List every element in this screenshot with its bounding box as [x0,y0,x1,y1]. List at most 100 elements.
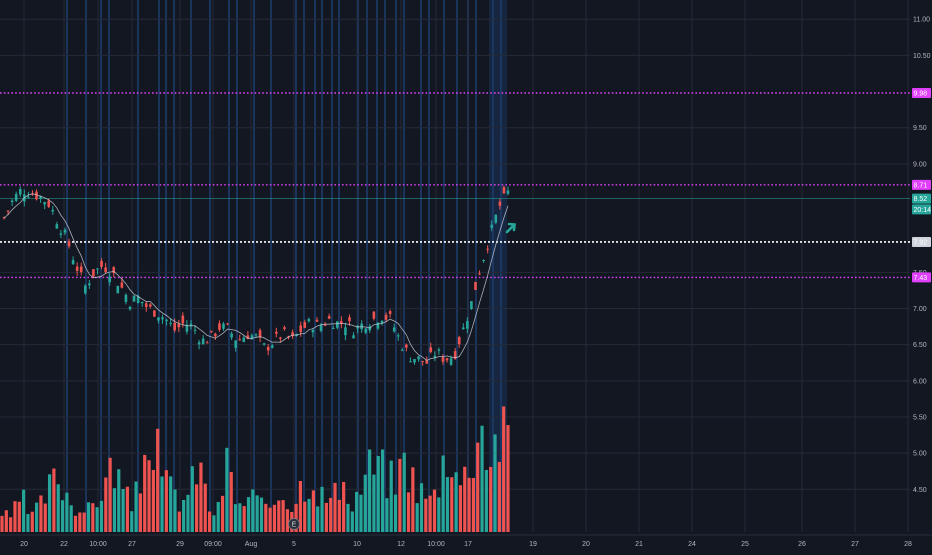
candle-up [132,295,136,302]
price-tag-last-price [912,193,931,204]
price-tag-resistance-high [912,87,931,98]
candle-up [128,306,132,310]
session-band [165,0,167,532]
candle-down [474,282,477,290]
volume-bar [264,503,268,532]
price-tick-label: 6.00 [913,378,927,385]
volume-bar [30,511,34,532]
time-tick-label: 25 [741,541,749,548]
volume-bar [242,506,246,532]
candle-down [205,342,209,344]
price-tag-countdown [912,204,931,215]
volume-bar [458,485,463,532]
time-tick-label: 26 [798,541,806,548]
session-band [158,0,160,532]
price-tag-current-line [912,236,931,247]
volume-bar [467,477,471,532]
volume-bar [398,458,402,532]
session-band [137,0,139,532]
session-band [270,0,272,532]
volume-bar [125,486,130,532]
horizontal-levels[interactable] [0,92,910,279]
volume-bar [333,482,337,532]
volume-bar [342,481,346,532]
volume-bar [432,489,437,532]
candle-down [348,317,351,322]
candle-down [498,201,502,206]
volume-bar [0,515,4,532]
candle-down [425,360,429,364]
volume-bar [376,456,380,532]
volume-bar [506,425,510,532]
volume-bar [441,455,445,532]
candle-up [311,329,315,333]
candle-up [380,320,384,324]
candle-down [405,344,408,348]
arrow-shape [505,222,516,234]
volume-bar [402,452,406,532]
candle-up [376,322,380,329]
candle-up [161,317,164,320]
session-band [366,0,368,532]
volume-bar [411,467,415,532]
candle-down [315,319,319,322]
candle-up [392,327,396,332]
volume-bar [450,477,454,532]
price-tag-label-countdown: 20:14 [914,207,932,214]
price-tag-label-last-price: 8.52 [914,196,928,203]
volume-bar [212,515,216,532]
volume-bar [156,428,160,532]
volume-bar [147,460,151,532]
candle-down [323,324,327,326]
time-tick-label: 5 [292,541,296,548]
volume-bar [216,502,220,532]
volume-bar [34,502,39,532]
volume-bar [225,447,229,532]
volume-bar [428,495,432,532]
volume-bar [17,501,21,532]
candle-down [112,267,116,274]
candle-up [490,224,494,228]
volume-bar [471,478,476,532]
session-band [443,0,445,532]
price-tag-label-resistance-mid: 8.71 [914,182,928,189]
volume-bar [117,469,121,532]
candle-up [401,349,404,351]
candle-up [222,323,225,329]
candle-down [266,346,270,351]
candle-down [47,200,51,207]
volume-bar [445,477,450,532]
volume-bar [307,498,311,532]
candle-down [209,330,213,332]
time-tick-label: 28 [904,541,912,548]
time-axis[interactable]: 20 22 10:00 27 29 09:00 Aug 5 10 12 10:00 17 19 20 21 2… [0,534,932,550]
candle-up [331,327,335,329]
session-band [492,0,494,532]
volume-bar [246,497,251,532]
volume-bar [493,434,497,532]
candle-up [466,320,469,329]
volume-bar [169,476,173,532]
candle-up [335,321,339,328]
time-tick-label: 27 [128,541,136,548]
volume-bar [324,502,328,532]
candle-up [169,322,172,324]
candle-down [372,311,376,319]
volume-bar [112,488,117,532]
candle-up [14,194,18,201]
volume-bar [65,492,69,532]
volume-bar [355,491,359,532]
session-band [190,0,192,532]
session-band [357,0,359,532]
candle-up [352,335,355,339]
price-axis[interactable]: 11.0010.509.509.007.507.006.506.005.505.… [910,0,932,550]
volume-bar [251,489,255,532]
volume-bar [359,494,363,532]
volume-bar [86,502,91,532]
volume-bar [303,501,307,532]
event-marker-circle [288,518,300,530]
volume-bar [69,505,73,532]
green-up-arrow-icon [505,222,516,234]
